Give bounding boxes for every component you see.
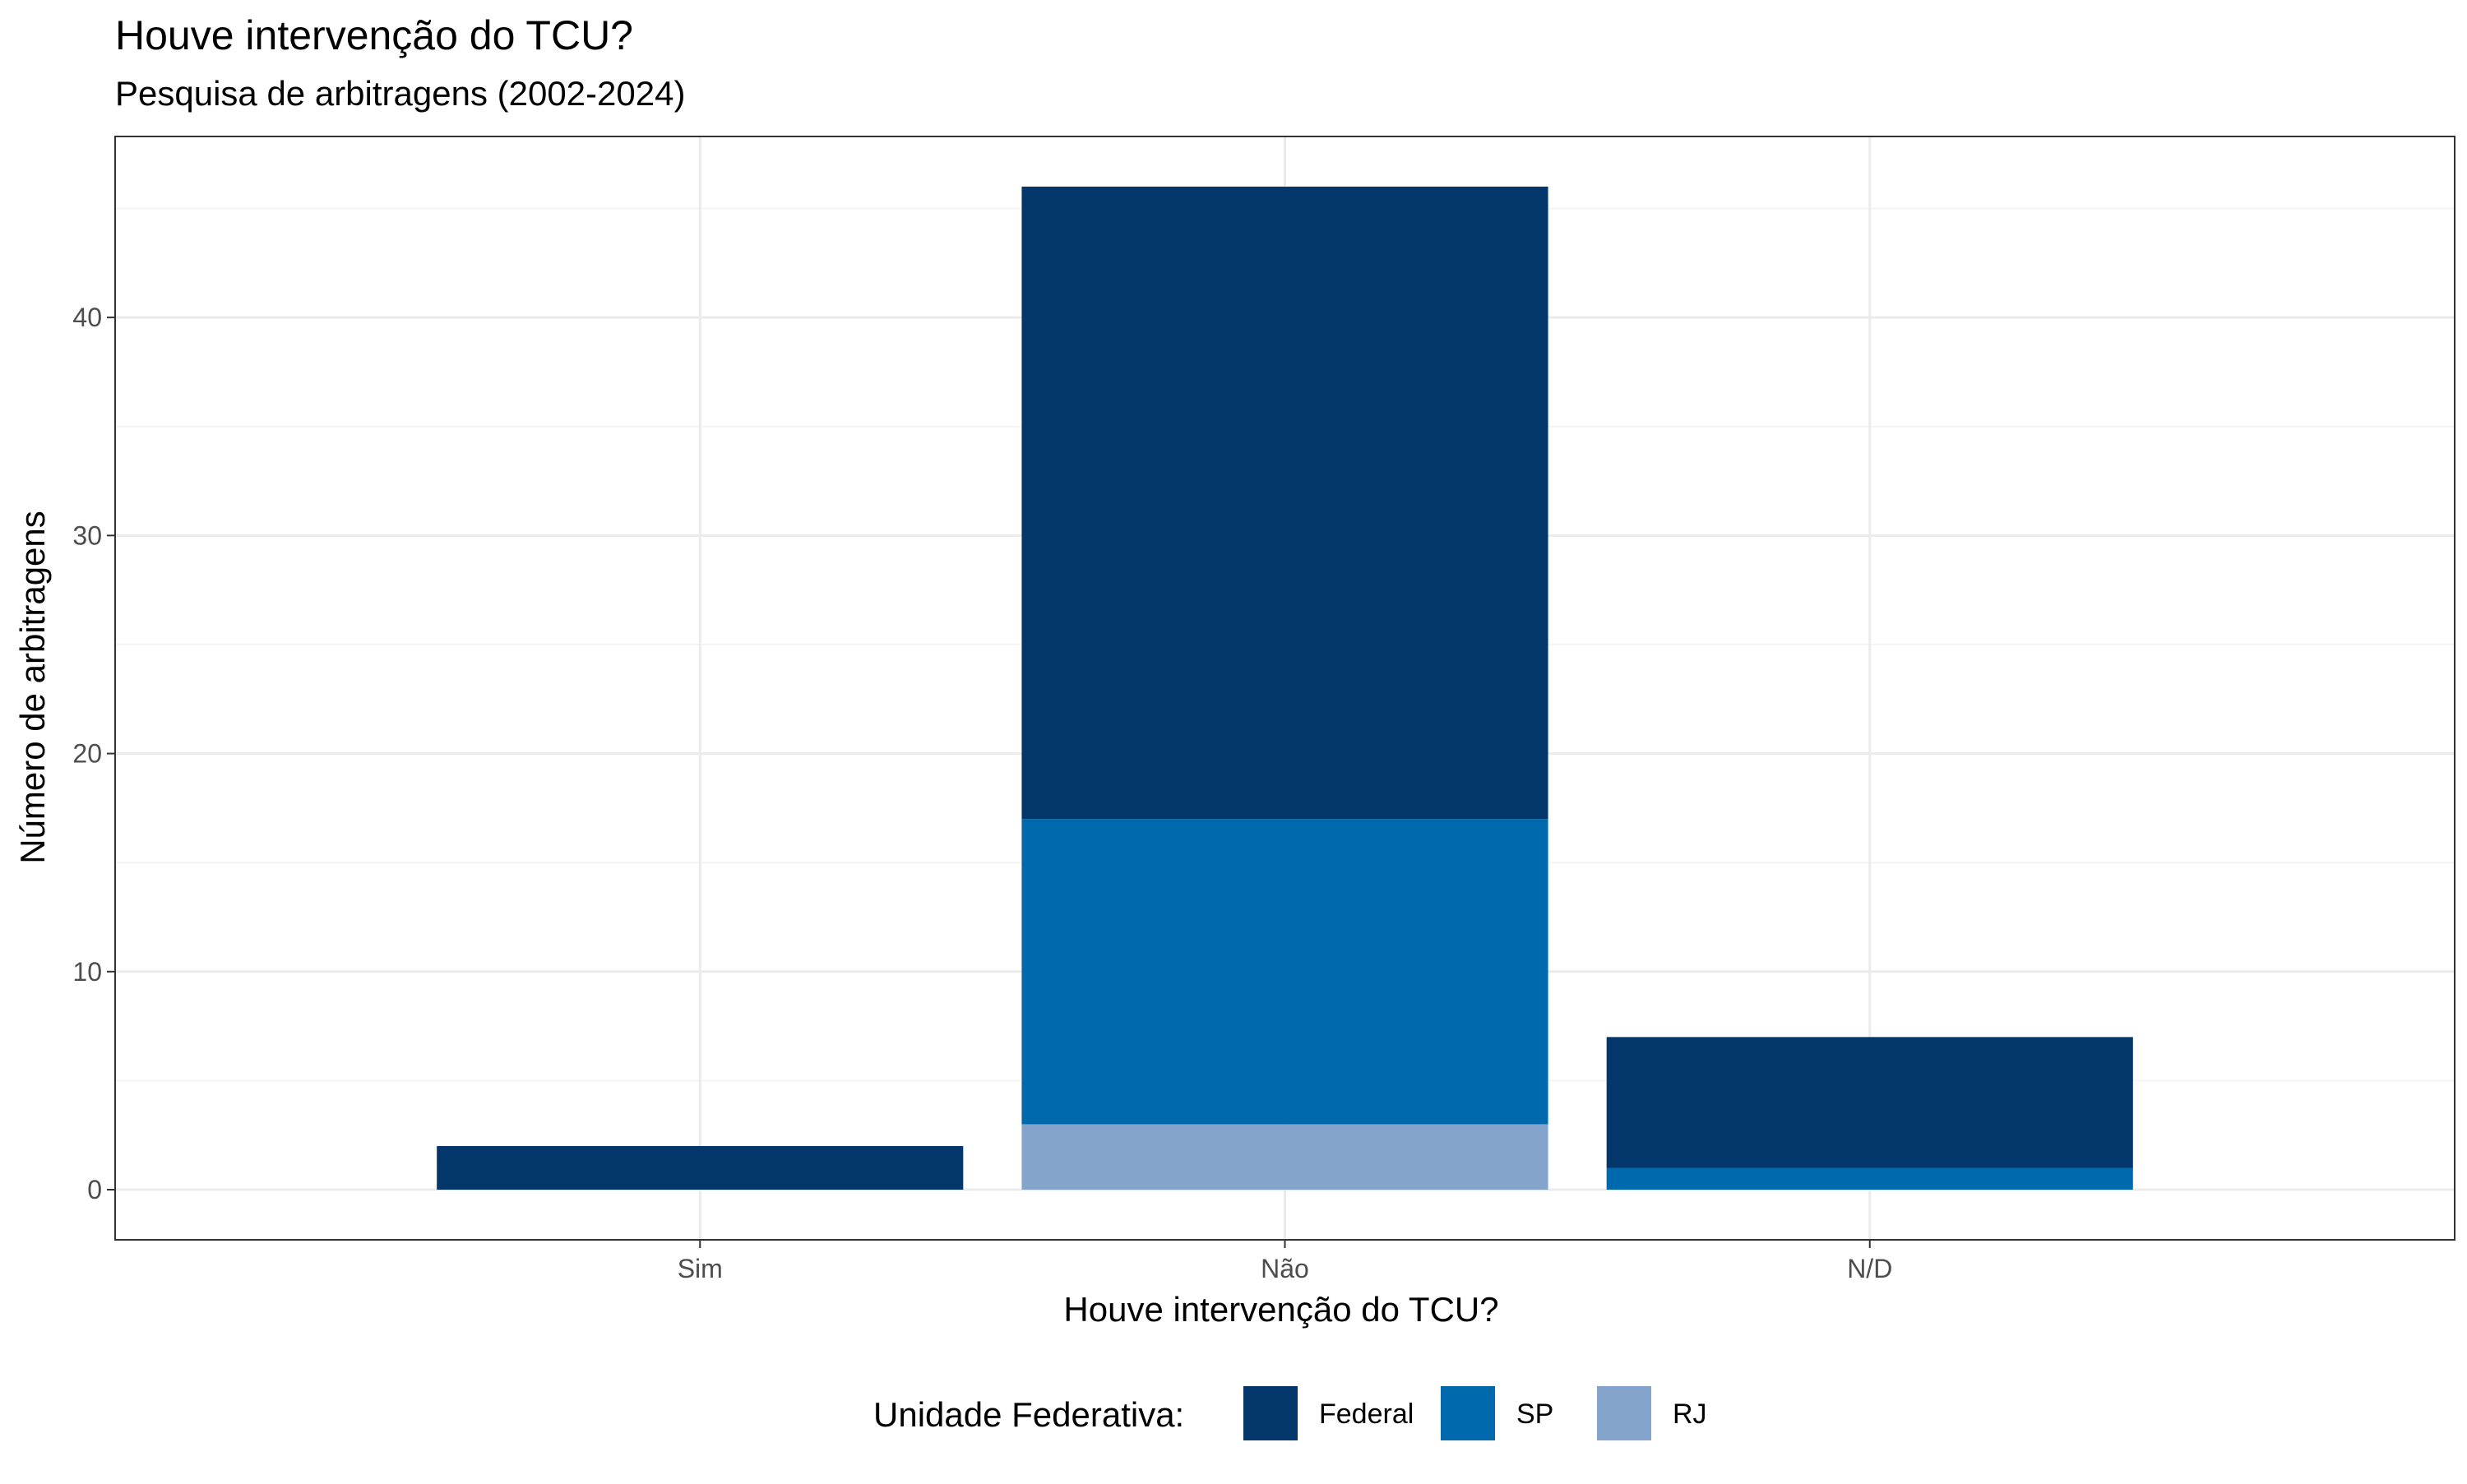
y-tick-label: 0 (87, 1175, 102, 1204)
bar-n-d-sp (1606, 1167, 2133, 1190)
y-axis-title: Número de arbitragens (13, 511, 52, 864)
y-tick-label: 40 (72, 303, 102, 332)
bars (437, 187, 2133, 1190)
chart-title: Houve intervenção do TCU? (115, 12, 633, 58)
x-tick-label: Sim (678, 1254, 723, 1283)
legend: Unidade Federativa: Federal SP RJ (873, 1386, 1707, 1440)
bar-n-d-federal (1606, 1037, 2133, 1168)
legend-label-sp: SP (1516, 1398, 1553, 1430)
legend-key-rj (1597, 1386, 1651, 1440)
x-axis: Sim Não N/D (678, 1240, 1892, 1283)
chart-subtitle: Pesquisa de arbitragens (2002-2024) (115, 74, 685, 113)
bar-n-o-rj (1021, 1124, 1548, 1190)
x-tick-label: Não (1261, 1254, 1309, 1283)
y-tick-label: 30 (72, 520, 102, 550)
legend-title: Unidade Federativa: (873, 1395, 1184, 1434)
legend-key-sp (1441, 1386, 1495, 1440)
legend-label-federal: Federal (1319, 1398, 1414, 1430)
legend-key-federal (1243, 1386, 1298, 1440)
y-tick-label: 10 (72, 957, 102, 987)
bar-n-o-federal (1021, 187, 1548, 820)
bar-sim-federal (437, 1145, 964, 1190)
bar-n-o-sp (1021, 819, 1548, 1125)
y-tick-label: 20 (72, 739, 102, 769)
y-axis: 0 10 20 30 40 (72, 303, 115, 1204)
legend-label-rj: RJ (1673, 1398, 1707, 1430)
x-axis-title: Houve intervenção do TCU? (1063, 1290, 1498, 1329)
x-tick-label: N/D (1847, 1254, 1892, 1283)
